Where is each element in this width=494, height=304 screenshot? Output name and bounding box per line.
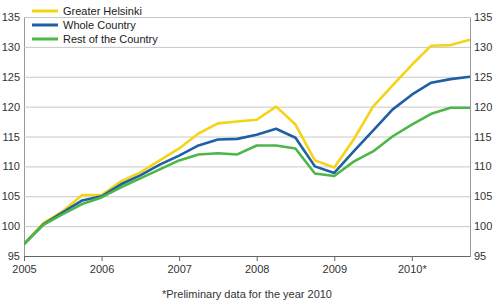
y-tick-label: 100 [474,220,492,232]
lines [24,40,470,244]
grid-line [24,196,470,197]
y-tick-label: 135 [474,11,492,23]
y-tick: 95 [8,250,470,262]
tick-mark [257,256,258,261]
x-axis: 2005 2006 2007 2008 2009 2010* [12,256,470,275]
x-tick: 2007 [167,256,191,275]
series-line [24,77,470,244]
x-tick: 2010* [398,256,427,275]
y-tick: 100 [2,220,470,232]
y-tick-label: 115 [474,131,492,143]
legend-swatch [32,24,58,27]
y-tick: 105 [2,190,470,202]
chart: 95 100 105 110 115 120 125 130 135 95 100 105 110 115… [0,0,494,304]
tick-mark [102,256,103,261]
legend-swatch [32,10,58,13]
legend-label: Whole Country [63,19,136,31]
tick-mark [179,256,180,261]
y-tick: 125 [470,71,492,83]
x-axis-line [25,256,471,257]
y-tick-label: 120 [2,101,20,113]
y-tick: 120 [470,101,492,113]
tick-mark [334,256,335,261]
y-tick-label: 135 [2,11,20,23]
y-axis-right: 95 100 105 110 115 120 125 130 135 [470,11,492,262]
y-tick-label: 110 [474,160,492,172]
grid-line [24,256,470,257]
y-tick-label: 100 [2,220,20,232]
x-tick-label: 2006 [90,263,114,275]
series-line [24,40,470,244]
y-tick: 110 [2,160,470,172]
y-tick-label: 105 [474,190,492,202]
y-tick: 110 [470,160,492,172]
series-line [24,108,470,244]
x-tick-label: 2010* [398,263,427,275]
tick-mark [412,256,413,261]
y-tick-label: 125 [474,71,492,83]
legend: Greater Helsinki Whole Country Rest of the… [32,5,158,45]
y-tick-label: 120 [474,101,492,113]
y-tick: 95 [470,250,486,262]
y-axis: 95 100 105 110 115 120 125 130 135 [2,11,470,262]
grid-line [24,107,470,108]
grid-line [24,47,470,48]
footnote: *Preliminary data for the year 2010 [162,288,332,300]
y-tick-label: 130 [2,41,20,53]
grid-line [24,17,470,18]
x-tick-label: 2009 [323,263,347,275]
x-tick-label: 2007 [167,263,191,275]
y-tick: 115 [470,131,492,143]
y-tick-label: 95 [8,250,20,262]
y-axis-right-line [470,18,471,257]
y-tick-label: 130 [474,41,492,53]
y-tick: 100 [470,220,492,232]
x-tick: 2008 [245,256,269,275]
grid-line [24,166,470,167]
grid-line [24,226,470,227]
y-tick-label: 105 [2,190,20,202]
x-tick: 2006 [90,256,114,275]
legend-swatch [32,38,58,41]
tick-mark [24,256,25,261]
y-tick-label: 110 [2,160,20,172]
y-tick-label: 95 [474,250,486,262]
x-tick-label: 2005 [12,263,36,275]
grid-line [24,77,470,78]
legend-label: Greater Helsinki [63,5,142,17]
x-tick: 2005 [12,256,36,275]
x-tick-label: 2008 [245,263,269,275]
y-tick-label: 125 [2,71,20,83]
y-tick: 105 [470,190,492,202]
x-tick: 2009 [323,256,347,275]
legend-label: Rest of the Country [63,33,158,45]
y-tick: 130 [470,41,492,53]
y-tick-label: 115 [2,131,20,143]
y-tick: 135 [470,11,492,23]
